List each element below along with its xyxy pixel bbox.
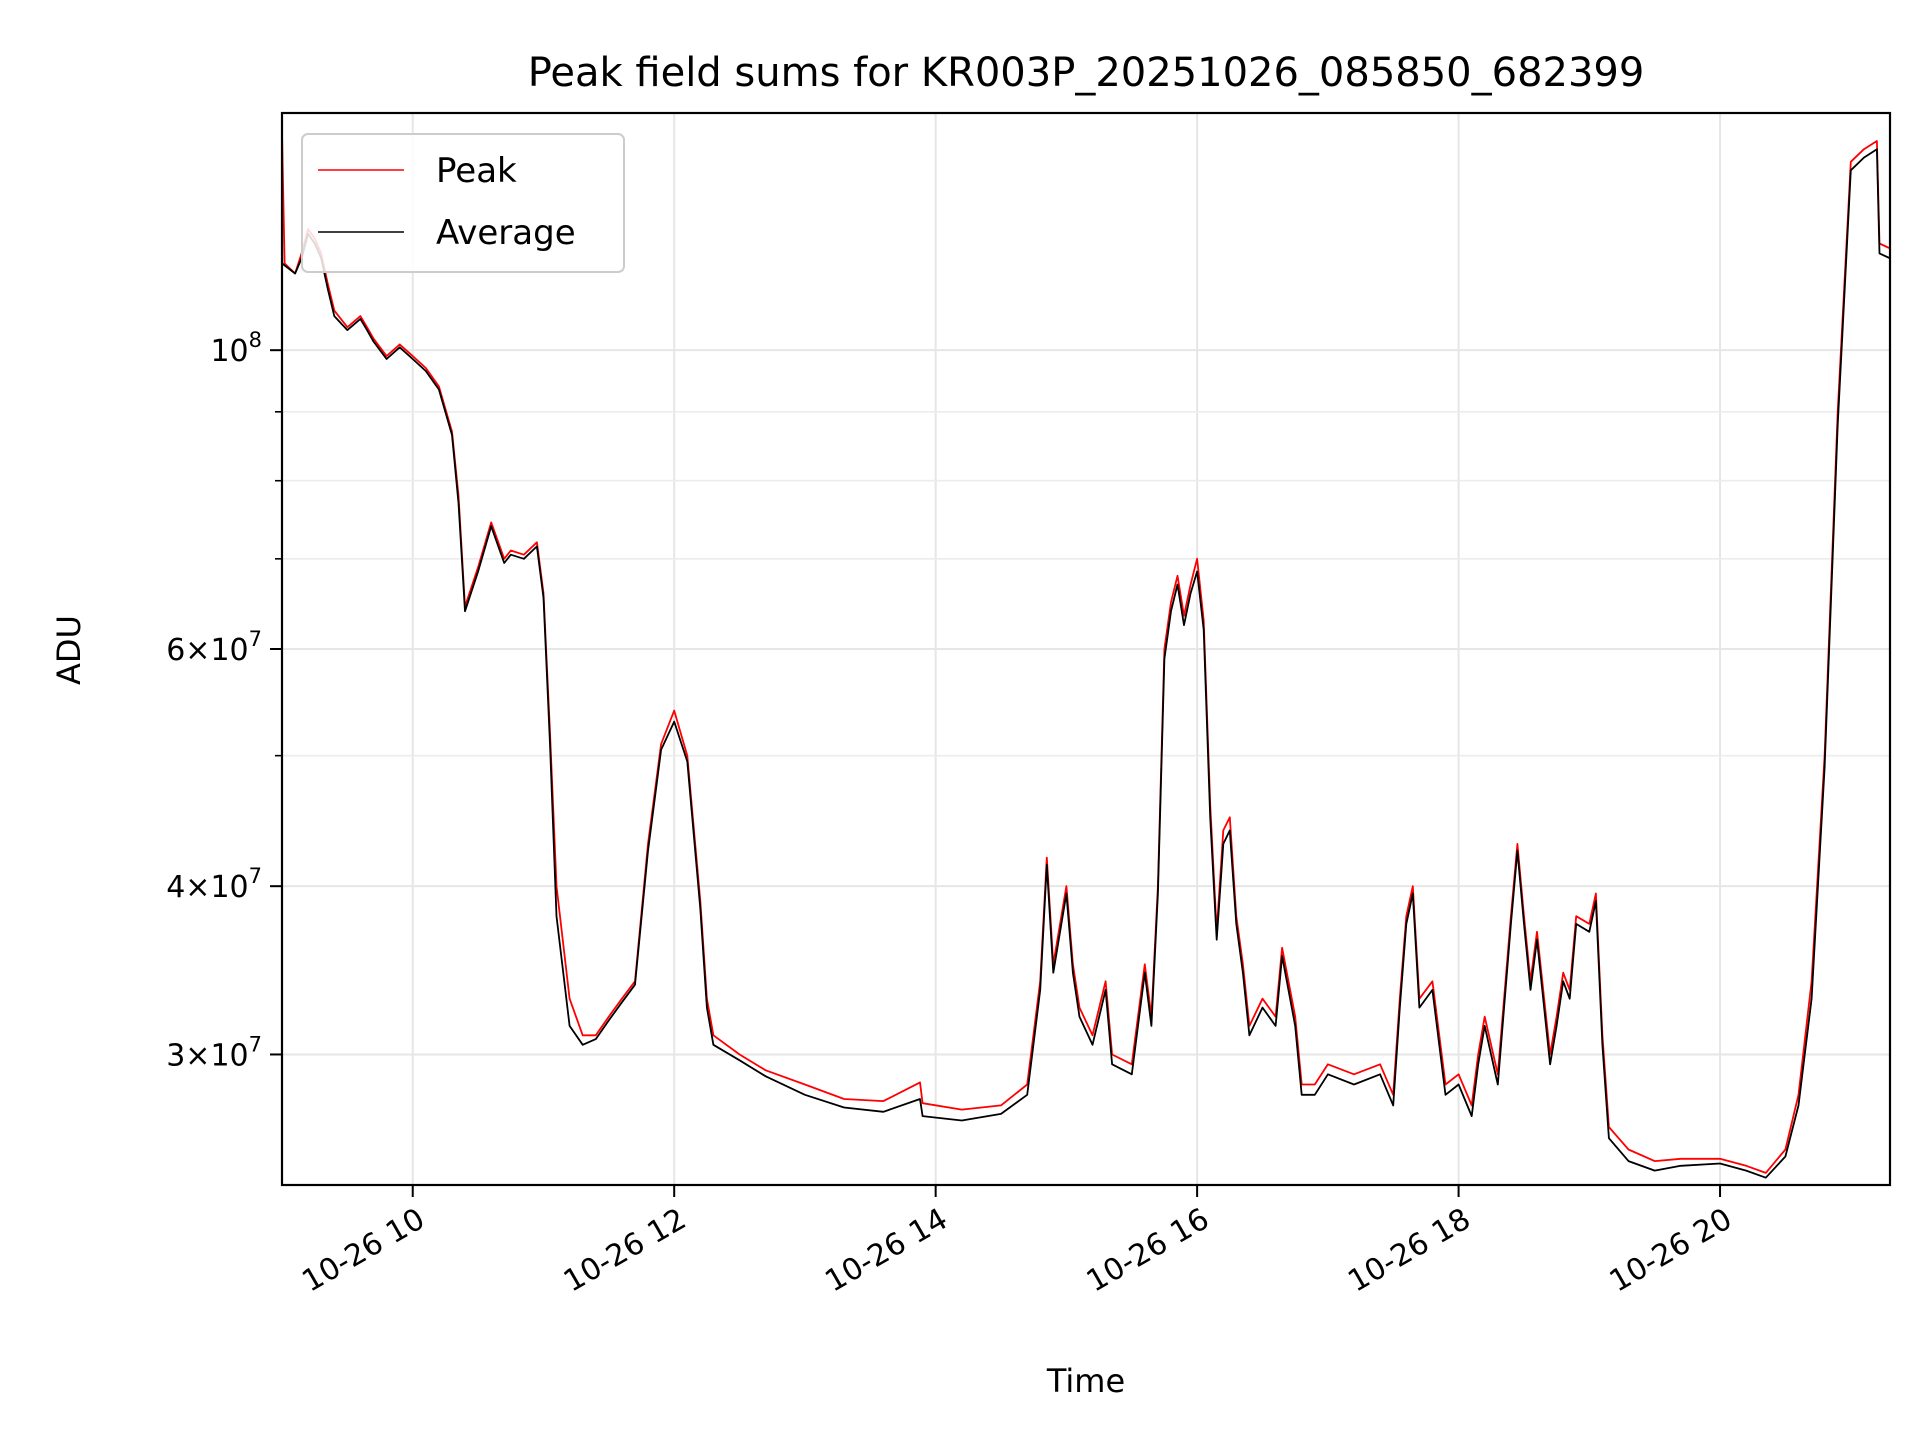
series-line-average [282,148,1890,1179]
grid [282,113,1890,1185]
y-tick-label: 4×107 [166,864,262,905]
y-tick-label: 108 [210,328,262,369]
legend-label-average: Average [436,213,576,253]
legend: Peak Average [301,133,625,273]
y-tick-label: 3×107 [166,1032,262,1073]
x-axis-label: Time [1046,1362,1125,1400]
chart-title: Peak field sums for KR003P_20251026_0858… [528,50,1645,96]
series-group [282,132,1890,1179]
legend-box [301,133,625,273]
y-tick-label: 6×107 [166,627,262,668]
legend-label-peak: Peak [436,151,517,191]
y-axis-label: ADU [50,615,88,685]
y-axis: 108 6×107 4×107 3×107 [166,328,282,1073]
